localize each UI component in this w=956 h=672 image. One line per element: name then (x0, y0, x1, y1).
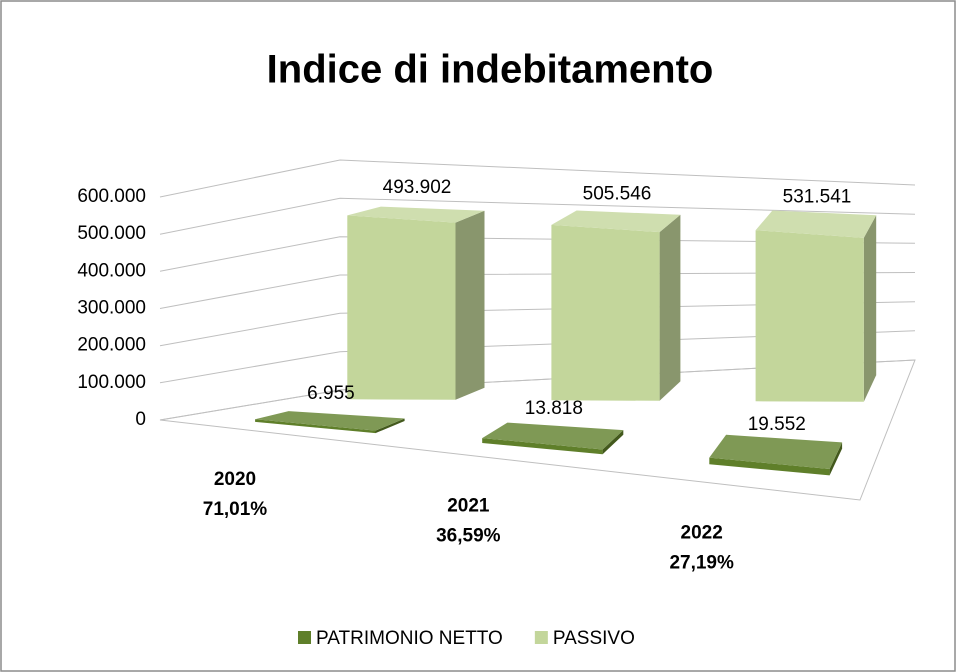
bar-front (709, 457, 830, 476)
x-tick-note: 71,01% (203, 499, 268, 520)
y-tick-label: 500.000 (77, 223, 146, 244)
bar-top (709, 434, 843, 469)
bar-top (482, 422, 624, 450)
bar-top (755, 210, 877, 238)
grid-line (159, 330, 916, 384)
x-tick-note: 36,59% (436, 526, 501, 547)
bar-side (863, 215, 877, 402)
x-tick-note: 27,19% (669, 552, 734, 573)
data-label: 531.541 (783, 186, 852, 207)
legend-swatch (534, 631, 548, 644)
bar-front (551, 224, 660, 401)
bar-front (347, 215, 456, 400)
x-tick-label: 2021 (447, 496, 490, 517)
grid-line (159, 301, 916, 347)
y-tick-label: 400.000 (77, 260, 146, 281)
bar-side (659, 214, 681, 401)
x-tick-label: 2020 (214, 469, 256, 490)
y-tick-label: 200.000 (77, 335, 146, 356)
data-label: 505.546 (583, 184, 652, 205)
legend-label: PATRIMONIO NETTO (316, 628, 503, 649)
data-label: 493.902 (383, 177, 452, 198)
grid-line (159, 236, 916, 272)
y-tick-label: 300.000 (77, 298, 146, 319)
chart-title: Indice di indebitamento (267, 48, 714, 92)
x-tick-label: 2022 (681, 522, 723, 543)
data-label: 13.818 (525, 398, 583, 419)
y-tick-label: 0 (135, 409, 146, 430)
bar-side (375, 418, 405, 434)
bar-side (455, 210, 485, 400)
bar-front (482, 438, 603, 455)
data-label: 6.955 (307, 383, 355, 404)
y-tick-label: 100.000 (77, 372, 146, 393)
bar-top (255, 411, 405, 431)
y-tick-label: 600.000 (77, 186, 146, 207)
legend-swatch (298, 631, 311, 644)
legend-label: PASSIVO (553, 628, 635, 649)
bar-side (602, 430, 624, 455)
bar-top (347, 206, 485, 223)
bar-front (255, 419, 376, 434)
grid-line (159, 272, 916, 309)
bar-front (755, 230, 864, 402)
bar-side (829, 442, 843, 476)
bar-top (551, 210, 681, 233)
grid-line (159, 359, 916, 421)
grid-line (159, 197, 916, 235)
grid-line (159, 159, 916, 198)
data-label: 19.552 (748, 414, 806, 435)
